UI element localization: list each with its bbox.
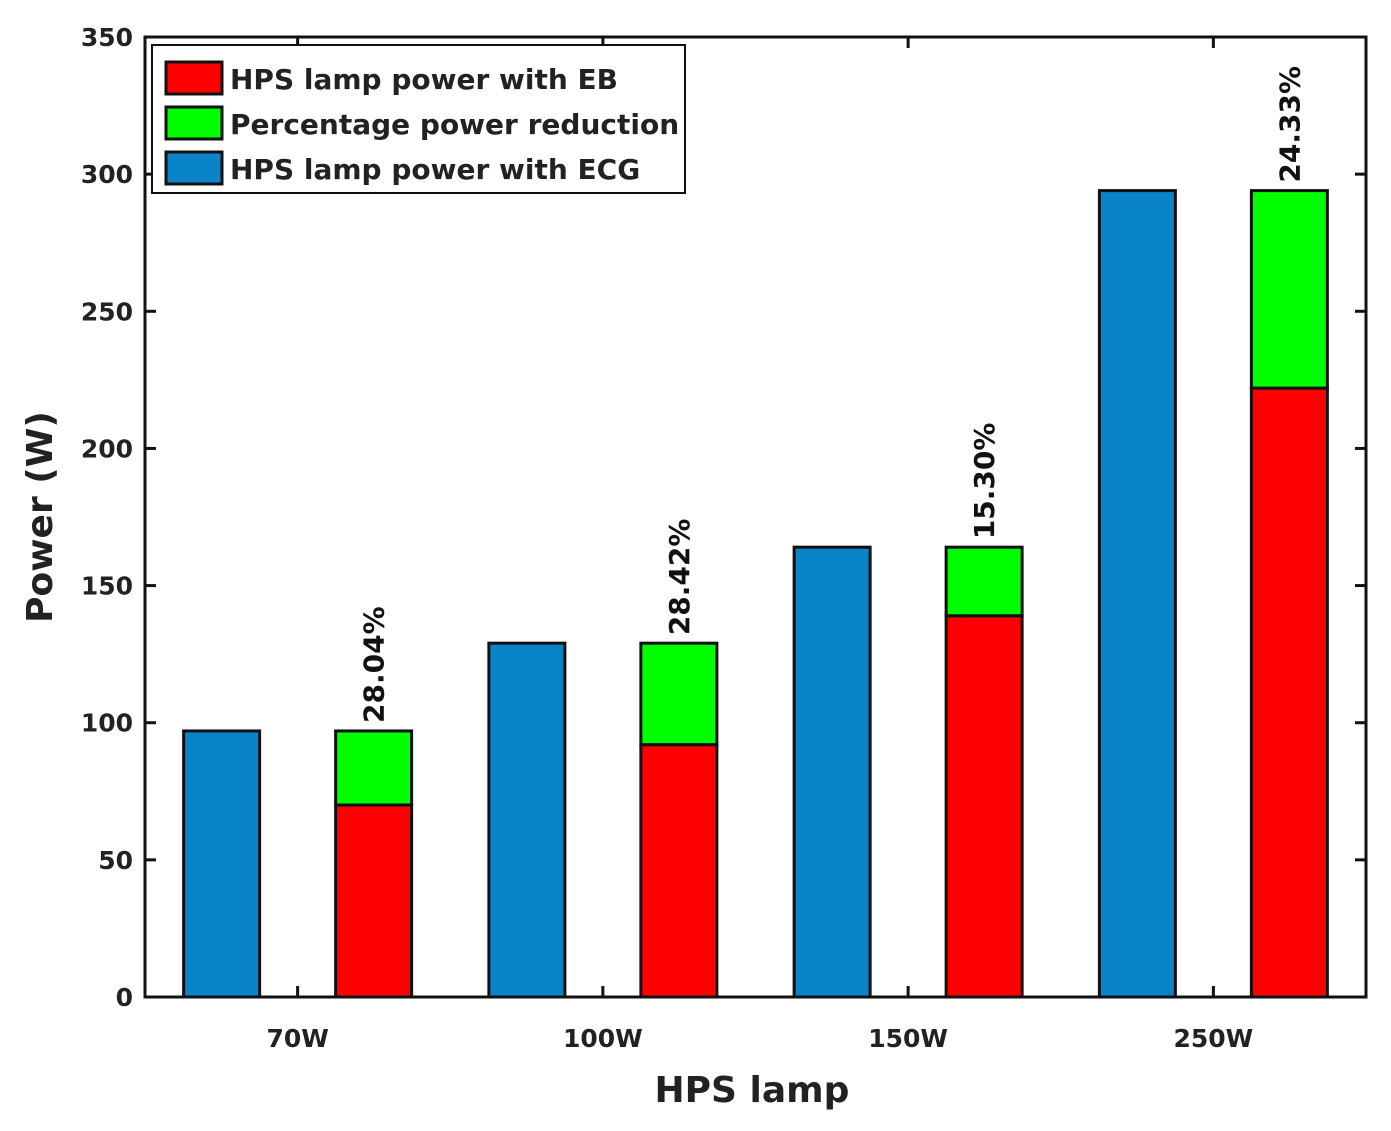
y-tick-label: 100 (81, 709, 133, 738)
plot-frame (143, 35, 1368, 999)
percent-label: 28.04% (358, 606, 391, 723)
y-tick-labels-group: 0 50 100 150 200 250 300 350 (81, 23, 133, 1012)
y-tick-label: 50 (98, 846, 133, 875)
y-tick-label: 150 (81, 572, 133, 601)
bar-reduction-70W (334, 729, 414, 807)
x-tick-label: 70W (266, 1024, 328, 1053)
bar-reduction-250W (1249, 189, 1329, 390)
bar-eb-150W (944, 614, 1024, 999)
bar-reduction-100W (639, 641, 719, 747)
legend-label-eb: HPS lamp power with EB (230, 63, 618, 96)
x-tick-label: 150W (868, 1024, 948, 1053)
percent-label: 28.42% (663, 519, 696, 636)
bar-eb-100W (639, 743, 719, 999)
legend-swatch-eb (164, 60, 224, 96)
x-tick-label: 100W (563, 1024, 643, 1053)
y-axis-title: Power (W) (20, 411, 61, 623)
bar-eb-70W (334, 803, 414, 999)
legend-swatch-reduction (164, 105, 224, 141)
y-tick-label: 0 (116, 983, 133, 1012)
bars-group (182, 189, 1329, 999)
x-axis-title: HPS lamp (655, 1070, 850, 1111)
y-tick-label: 350 (81, 23, 133, 52)
y-tick-label: 300 (81, 160, 133, 189)
bar-eb-250W (1249, 386, 1329, 999)
x-tick-labels-group: 70W 100W 150W 250W (266, 1024, 1253, 1053)
bar-ecg-150W (792, 545, 872, 999)
legend-swatch-ecg (164, 150, 224, 186)
legend: HPS lamp power with EB Percentage power … (151, 44, 686, 194)
axis-ticks-group (145, 35, 1366, 999)
x-tick-label: 250W (1173, 1024, 1253, 1053)
bar-ecg-100W (487, 641, 567, 999)
legend-box (151, 44, 686, 194)
percent-label: 24.33% (1273, 66, 1306, 183)
legend-label-ecg: HPS lamp power with ECG (230, 153, 640, 186)
bar-ecg-70W (182, 729, 262, 999)
y-tick-label: 200 (81, 434, 133, 463)
bar-ecg-250W (1097, 189, 1177, 999)
percent-label: 15.30% (968, 423, 1001, 540)
bar-reduction-150W (944, 545, 1024, 618)
y-tick-label: 250 (81, 297, 133, 326)
percent-labels-group: 28.04% 28.42% 15.30% 24.33% (358, 66, 1307, 723)
legend-label-reduction: Percentage power reduction (230, 108, 679, 141)
